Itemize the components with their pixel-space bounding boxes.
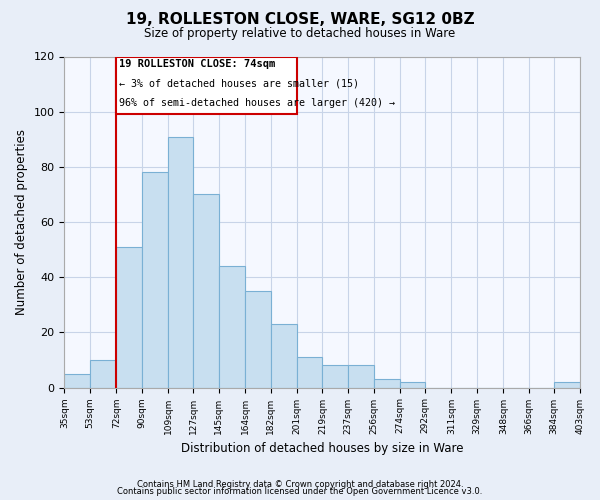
Text: 19, ROLLESTON CLOSE, WARE, SG12 0BZ: 19, ROLLESTON CLOSE, WARE, SG12 0BZ — [125, 12, 475, 28]
Bar — [245, 291, 271, 388]
Bar — [142, 172, 168, 388]
Text: Contains public sector information licensed under the Open Government Licence v3: Contains public sector information licen… — [118, 488, 482, 496]
Text: Size of property relative to detached houses in Ware: Size of property relative to detached ho… — [145, 28, 455, 40]
Text: ← 3% of detached houses are smaller (15): ← 3% of detached houses are smaller (15) — [119, 78, 359, 88]
Bar — [64, 374, 89, 388]
Text: 96% of semi-detached houses are larger (420) →: 96% of semi-detached houses are larger (… — [119, 98, 395, 108]
Text: 19 ROLLESTON CLOSE: 74sqm: 19 ROLLESTON CLOSE: 74sqm — [119, 60, 275, 70]
Bar — [374, 380, 400, 388]
Bar — [400, 382, 425, 388]
Bar — [322, 366, 347, 388]
Bar — [218, 266, 245, 388]
Bar — [168, 136, 193, 388]
Bar — [116, 247, 142, 388]
Bar — [89, 360, 116, 388]
Bar — [193, 194, 218, 388]
Bar — [271, 324, 297, 388]
Y-axis label: Number of detached properties: Number of detached properties — [15, 129, 28, 315]
Bar — [116, 56, 297, 114]
Bar — [297, 357, 322, 388]
Text: Contains HM Land Registry data © Crown copyright and database right 2024.: Contains HM Land Registry data © Crown c… — [137, 480, 463, 489]
X-axis label: Distribution of detached houses by size in Ware: Distribution of detached houses by size … — [181, 442, 464, 455]
Bar — [347, 366, 374, 388]
Bar — [554, 382, 580, 388]
